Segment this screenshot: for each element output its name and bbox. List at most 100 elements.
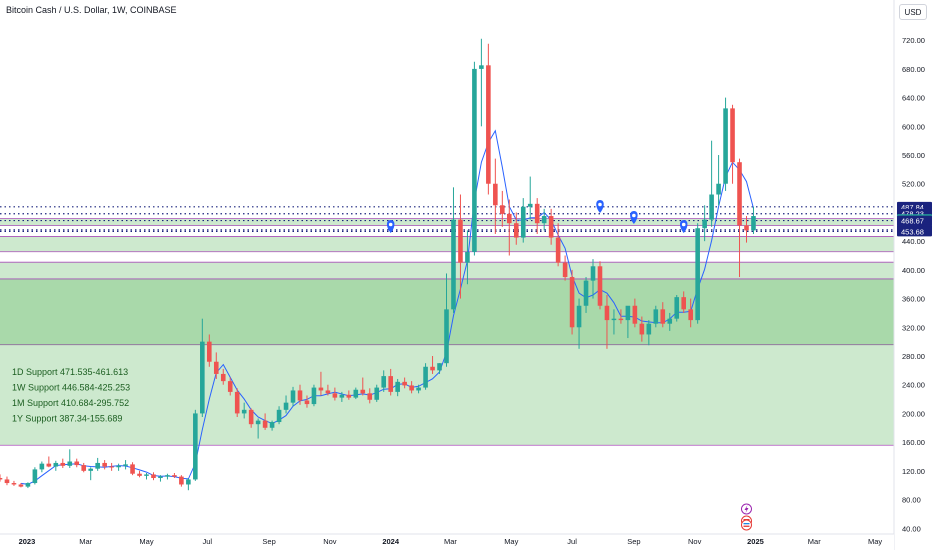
candle (548, 208, 554, 245)
candle-body (737, 162, 742, 226)
candle-body (569, 277, 575, 328)
candle (597, 261, 603, 310)
candle-body (255, 420, 261, 425)
candle-body (548, 216, 554, 238)
support-zone-2 (0, 236, 894, 252)
time-tick-label: Jul (567, 537, 577, 546)
price-tick-label: 80.00 (902, 496, 921, 505)
candle (576, 298, 582, 349)
candle-body (590, 266, 596, 281)
candle-body (116, 465, 121, 468)
candle-body (0, 478, 3, 480)
candle (46, 456, 52, 468)
candle (200, 318, 205, 418)
candle (290, 386, 296, 407)
dotted-levels (0, 206, 894, 232)
candle (186, 478, 191, 491)
candle (465, 230, 470, 285)
candle-body (130, 464, 135, 474)
candle-body (200, 341, 205, 414)
candle-body (465, 251, 470, 263)
candle-body (81, 465, 87, 471)
chart-markers (386, 200, 688, 233)
candles (0, 38, 756, 491)
candle (276, 406, 282, 425)
candle (297, 384, 303, 405)
price-tick-label: 720.00 (902, 36, 925, 45)
candle-body (520, 206, 526, 238)
candle-body (67, 461, 73, 466)
candle (681, 291, 687, 313)
candle-body (639, 323, 645, 335)
candle (74, 458, 80, 468)
candle-body (479, 65, 484, 69)
candle-body (402, 381, 407, 386)
currency-button[interactable]: USD (899, 4, 927, 20)
flag-stripe (743, 523, 750, 525)
candle (541, 208, 547, 231)
candle (60, 458, 66, 468)
candle-body (632, 305, 638, 324)
candle (618, 309, 624, 324)
candle-body (151, 474, 156, 479)
event-icons (740, 503, 752, 531)
candle-body (179, 476, 184, 485)
candle (388, 368, 393, 396)
candle (144, 472, 149, 480)
candle-body (388, 376, 393, 392)
candle (688, 298, 693, 328)
candle (311, 384, 317, 407)
candle-body (193, 413, 198, 480)
candle (702, 205, 707, 242)
candle (88, 467, 93, 481)
candle (95, 457, 100, 471)
candle-body (409, 385, 414, 391)
candle (493, 158, 498, 234)
price-tick-label: 560.00 (902, 151, 925, 160)
support-zone-1 (0, 218, 894, 226)
map-pin-icon (596, 200, 604, 213)
candle-body (541, 216, 547, 224)
candle-body (53, 462, 59, 467)
candle (751, 206, 756, 234)
candle (527, 176, 533, 220)
candle (339, 391, 345, 402)
candle-body (332, 393, 338, 398)
time-tick-label: Mar (79, 537, 92, 546)
candle (513, 212, 519, 245)
candle (179, 475, 184, 487)
time-axis-bg (0, 534, 894, 550)
candle-body (137, 473, 142, 476)
candle-body (318, 387, 324, 391)
price-badges: 487.84478.23475.0919:04:26468.67455.7045… (897, 201, 932, 237)
candle-body (562, 262, 568, 278)
candle (262, 413, 268, 430)
price-badge (897, 226, 932, 237)
candle-body (269, 422, 275, 428)
candle-body (423, 366, 428, 388)
candle (444, 273, 449, 367)
candle-body (123, 464, 128, 466)
candle-body (18, 484, 24, 487)
price-badge (897, 215, 932, 226)
candle (283, 395, 289, 414)
price-tick-label: 120.00 (902, 467, 925, 476)
candle (381, 370, 387, 392)
candle (123, 460, 128, 470)
candle-body (506, 213, 512, 224)
candle (409, 381, 414, 394)
candle (137, 470, 142, 478)
candle (374, 384, 380, 402)
map-pin-dot (632, 213, 636, 218)
candle (248, 408, 254, 428)
candle-body (437, 363, 442, 371)
candle-body (88, 468, 93, 471)
candle-body (472, 68, 477, 252)
candle (625, 305, 631, 339)
candle-body (220, 373, 226, 382)
candle (158, 475, 163, 482)
candle-body (416, 387, 421, 391)
candle (562, 255, 568, 281)
candle-body (4, 479, 10, 484)
